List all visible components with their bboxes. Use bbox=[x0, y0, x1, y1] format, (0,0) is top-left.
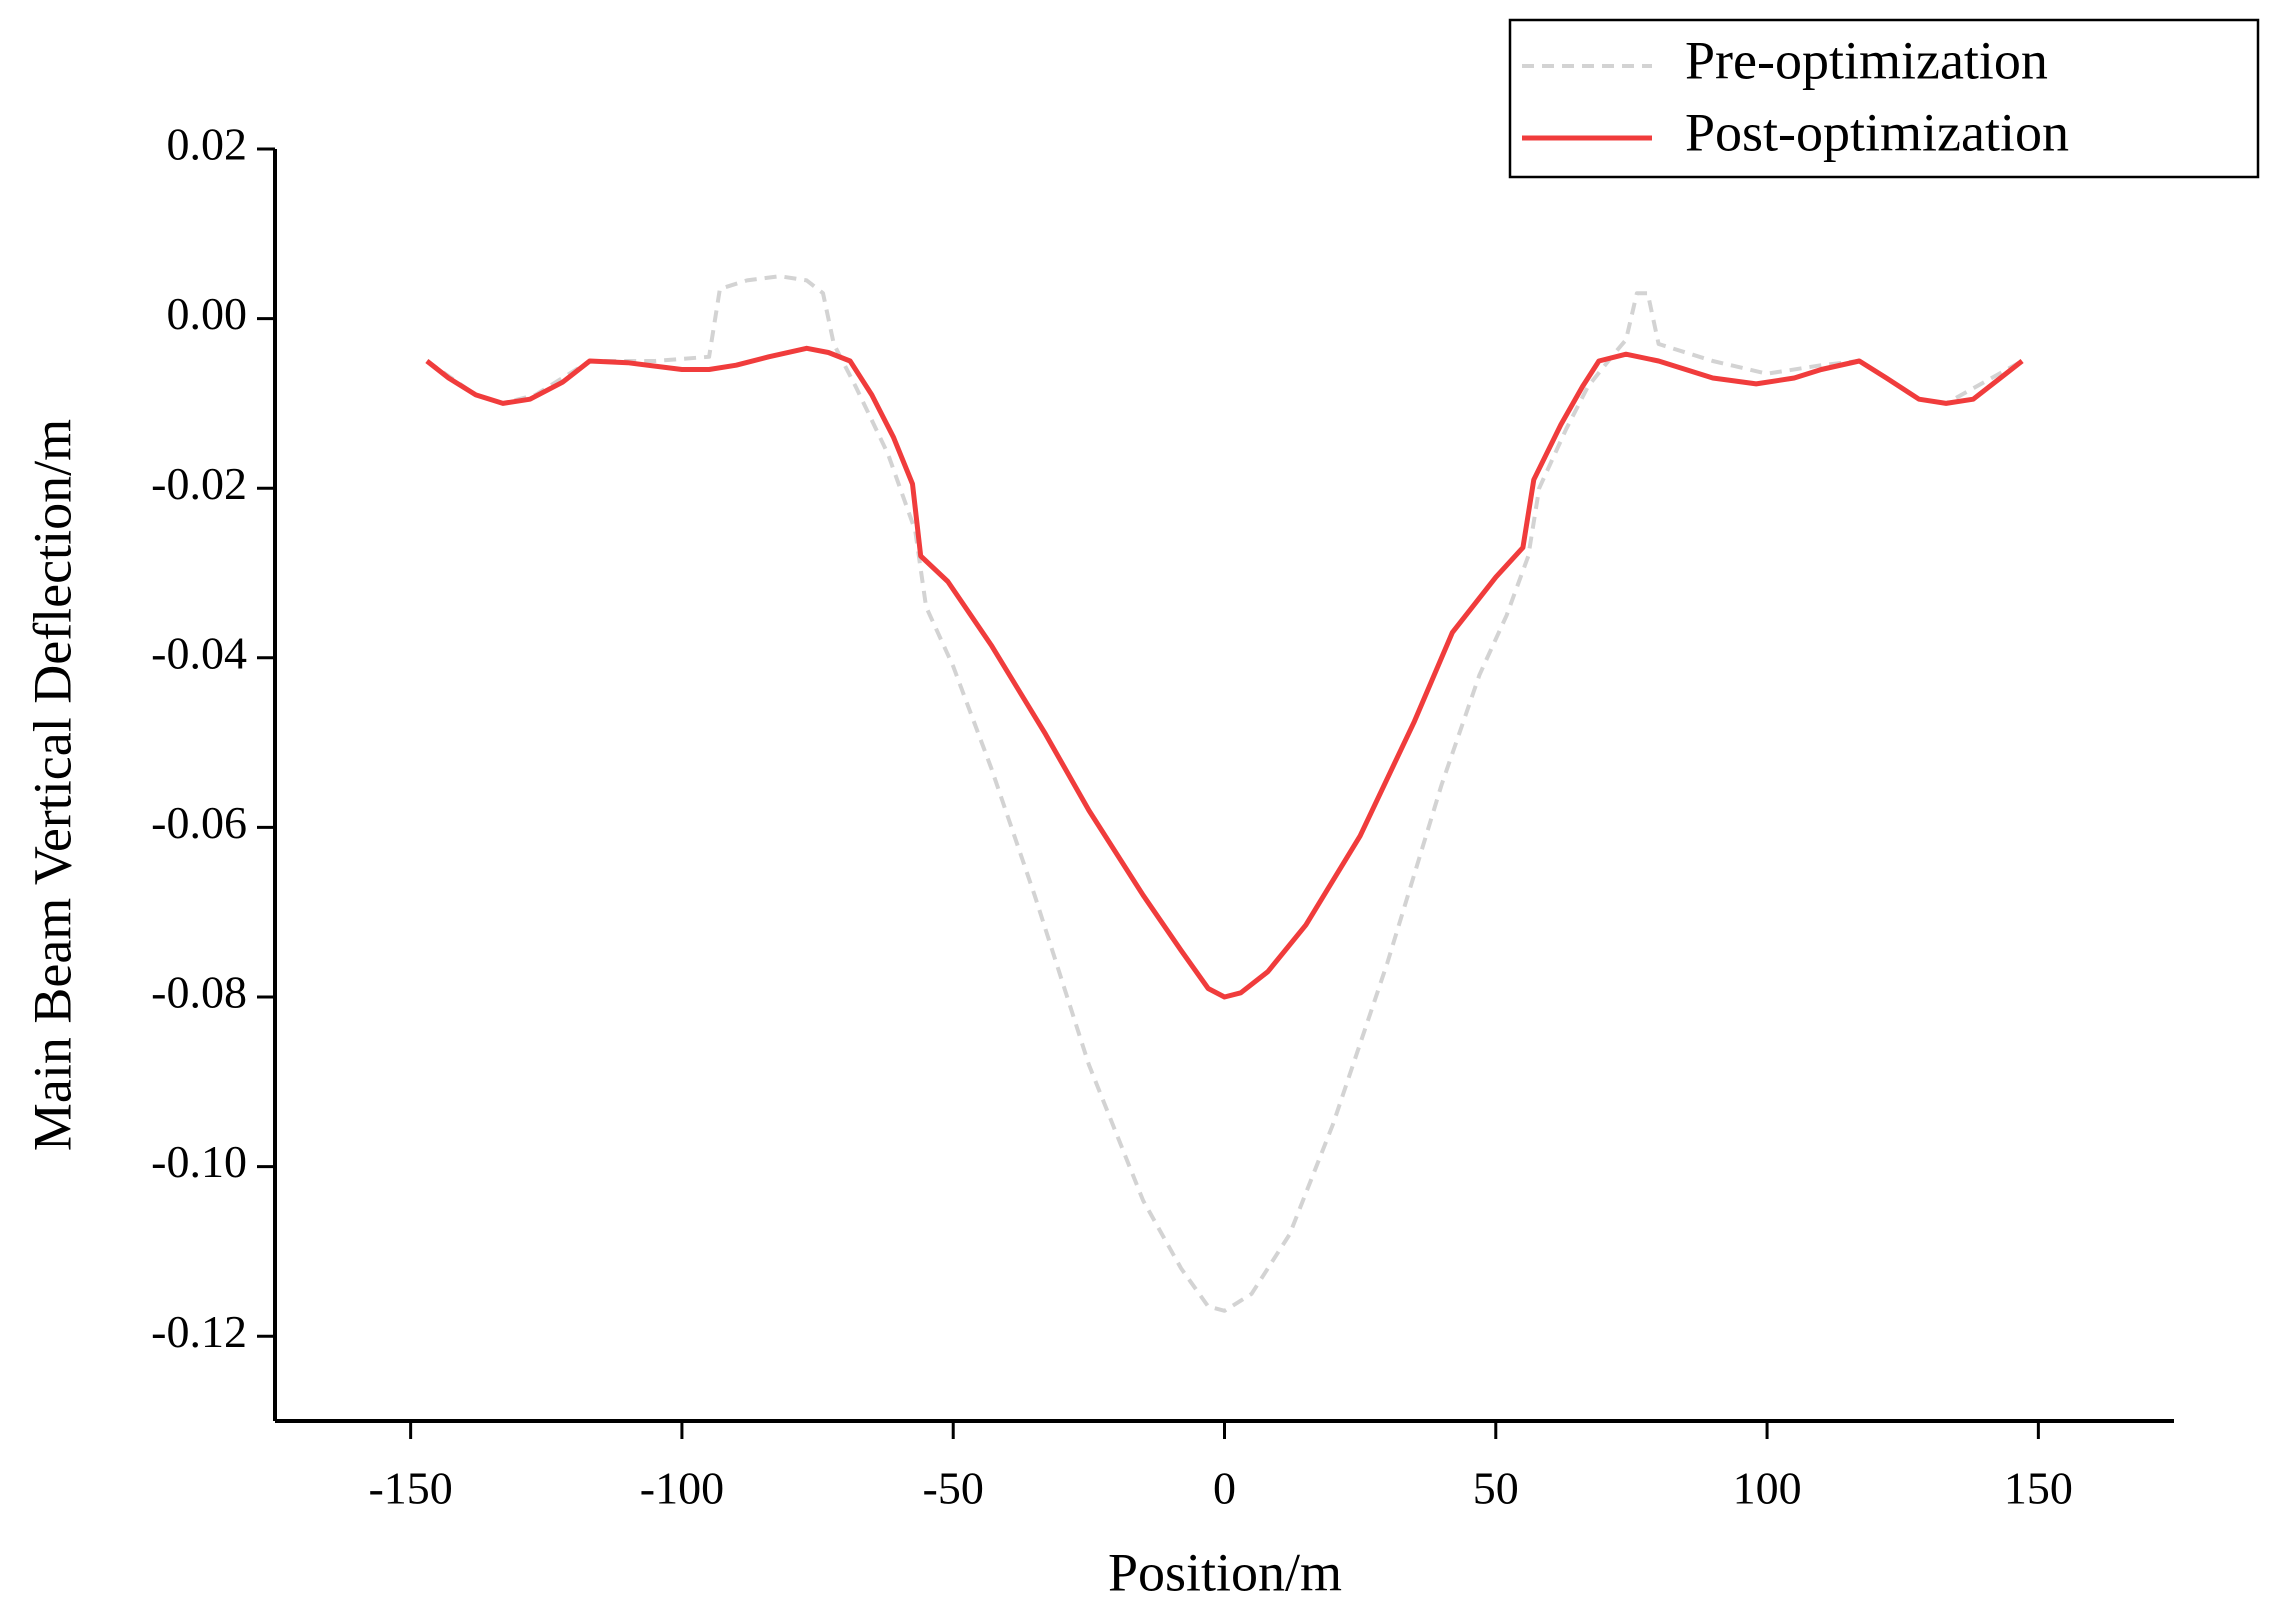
x-tick-label: 150 bbox=[2004, 1463, 2073, 1514]
y-tick-label: -0.10 bbox=[151, 1136, 247, 1187]
y-tick-label: 0.02 bbox=[167, 119, 248, 170]
legend-label: Post-optimization bbox=[1685, 102, 2069, 162]
series-line bbox=[425, 274, 2024, 1313]
y-tick-label: 0.00 bbox=[167, 288, 248, 339]
x-tick-label: -150 bbox=[368, 1463, 452, 1514]
legend-box bbox=[1508, 18, 2260, 179]
y-axis-title: Main Beam Vertical Deflection/m bbox=[22, 419, 82, 1151]
x-tick-label: -100 bbox=[640, 1463, 724, 1514]
y-tick-label: -0.08 bbox=[151, 967, 247, 1018]
x-axis-title: Position/m bbox=[1108, 1542, 1342, 1602]
x-tick-label: -50 bbox=[923, 1463, 984, 1514]
y-tick-label: -0.02 bbox=[151, 458, 247, 509]
y-tick-label: -0.12 bbox=[151, 1306, 247, 1357]
y-tick-label: -0.06 bbox=[151, 797, 247, 848]
y-tick-label: -0.04 bbox=[151, 627, 247, 678]
legend-label: Pre-optimization bbox=[1685, 30, 2048, 90]
x-tick-label: 0 bbox=[1213, 1463, 1236, 1514]
x-tick-label: 100 bbox=[1733, 1463, 1802, 1514]
x-tick-label: 50 bbox=[1473, 1463, 1519, 1514]
series-line bbox=[425, 345, 2024, 1000]
